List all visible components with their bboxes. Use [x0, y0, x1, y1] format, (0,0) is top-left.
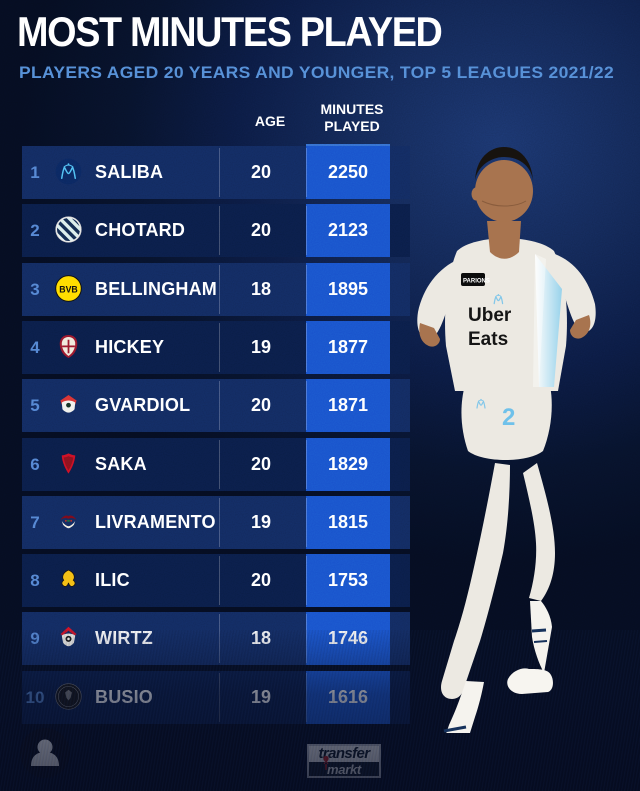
svg-text:Uber: Uber: [468, 305, 512, 326]
svg-text:PARIONS: PARIONS: [463, 279, 490, 285]
svg-text:Eats: Eats: [468, 329, 508, 350]
svg-text:BVB: BVB: [59, 284, 78, 294]
svg-text:2: 2: [502, 404, 515, 431]
